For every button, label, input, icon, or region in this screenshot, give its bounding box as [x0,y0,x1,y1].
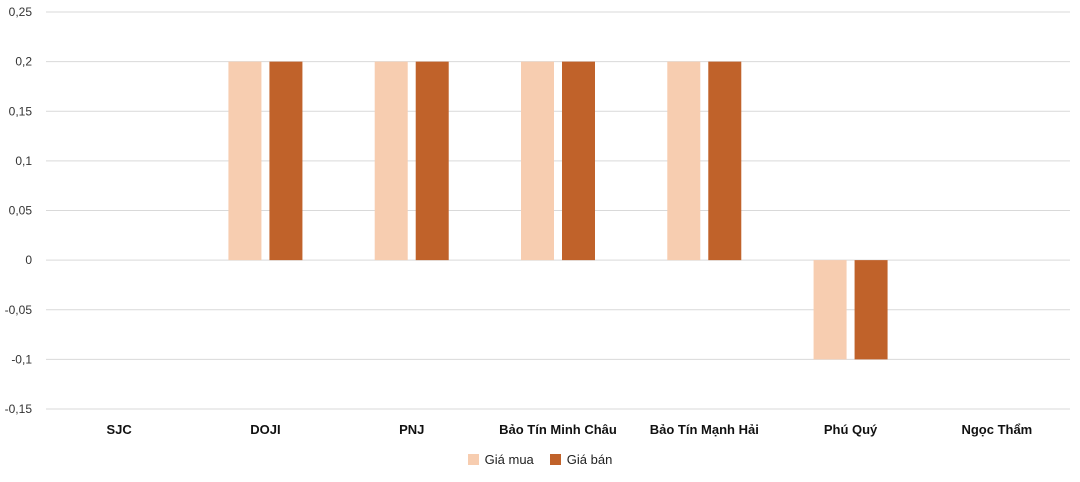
x-axis-categories: SJC DOJI PNJ Bảo Tín Minh Châu Bảo Tín Mạnh … [106,422,1032,437]
bar-gia-mua [813,260,847,360]
y-tick-label: 0,25 [9,5,33,19]
legend-item-gia-mua: Giá mua [467,452,534,467]
bar-gia-mua [667,61,701,261]
x-category-label: Bảo Tín Minh Châu [499,422,617,437]
x-category-label: Phú Quý [824,422,878,437]
legend: Giá mua Giá bán [0,452,1080,467]
y-tick-label: 0,2 [15,55,32,69]
y-axis-ticks: 0,25 0,2 0,15 0,1 0,05 0 -0,05 -0,1 -0,15 [5,5,33,416]
bars [228,61,888,360]
y-tick-label: 0,1 [15,154,32,168]
bar-gia-mua [374,61,408,261]
y-tick-label: -0,15 [5,402,33,416]
bar-gia-ban [854,260,888,360]
legend-label-gia-mua: Giá mua [484,452,534,467]
legend-swatch-gia-ban [549,454,561,465]
gridlines [46,11,1070,410]
bar-gia-mua [228,61,262,261]
y-tick-label: -0,05 [5,303,33,317]
bar-gia-ban [708,61,742,261]
x-category-label: DOJI [250,422,280,437]
y-tick-label: -0,1 [11,352,32,366]
x-category-label: PNJ [399,422,424,437]
legend-item-gia-ban: Giá bán [549,452,613,467]
y-tick-label: 0,05 [9,204,33,218]
legend-swatch-gia-mua [467,454,479,465]
x-category-label: Bảo Tín Mạnh Hải [650,422,759,437]
y-tick-label: 0 [25,253,32,267]
bar-gia-mua [521,61,554,261]
legend-label-gia-ban: Giá bán [566,452,613,467]
bar-gia-ban [415,61,449,261]
x-category-label: Ngọc Thẩm [961,422,1032,437]
bar-gia-ban [269,61,303,261]
x-category-label: SJC [106,422,132,437]
bar-gia-ban [562,61,595,261]
y-tick-label: 0,15 [9,104,33,118]
